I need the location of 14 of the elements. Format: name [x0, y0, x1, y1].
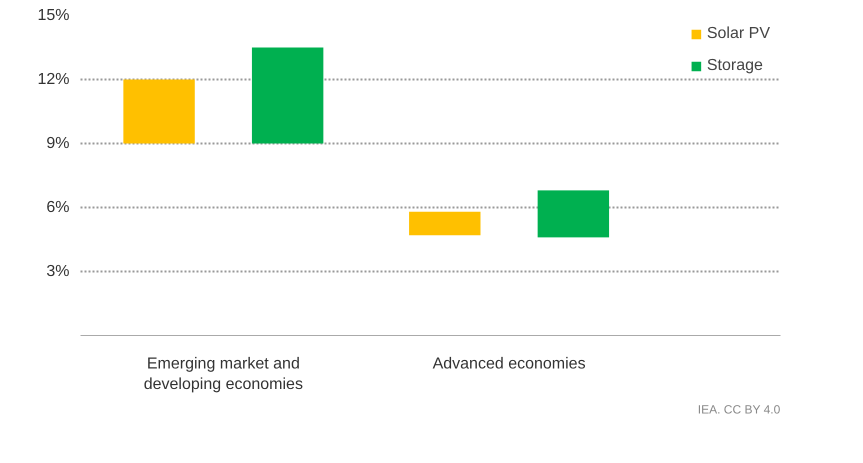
y-tick-label: 6%	[46, 199, 70, 216]
y-tick-label: 12%	[37, 71, 70, 88]
x-tick-label: Emerging market and developing economies	[144, 356, 303, 393]
legend-label: Storage	[706, 57, 763, 75]
bar	[252, 48, 324, 144]
y-tick-label: 15%	[37, 7, 70, 24]
text: IEA. CC BY 4.0	[698, 402, 781, 416]
bar	[409, 212, 480, 236]
bar	[538, 190, 610, 238]
y-tick-label: 3%	[46, 263, 70, 280]
x-tick-label: Advanced economies	[432, 356, 586, 372]
y-tick-label: 9%	[46, 135, 70, 152]
legend-label: Solar PV	[706, 25, 770, 43]
bar	[123, 80, 195, 144]
